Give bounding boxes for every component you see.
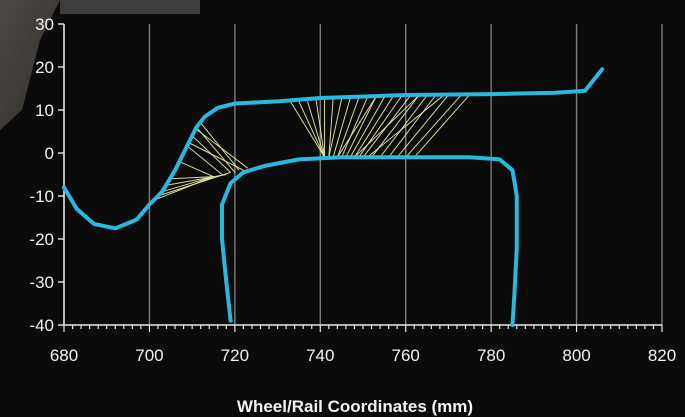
x-tick-label-720: 720	[221, 346, 249, 365]
contact-line-0	[153, 176, 214, 201]
grid-layer	[148, 24, 663, 325]
contact-line-2	[170, 176, 214, 180]
photo-glare-top	[60, 0, 200, 14]
x-tick-label-800: 800	[562, 346, 590, 365]
series-layer	[62, 67, 605, 327]
contact-line-31	[405, 94, 462, 158]
contact-line-32	[413, 94, 471, 158]
contact-line-11	[196, 128, 248, 169]
contact-line-29	[388, 95, 437, 158]
y-tick-label-30: 30	[35, 15, 54, 34]
x-axis-title: Wheel/Rail Coordinates (mm)	[237, 397, 473, 416]
x-tick-label-700: 700	[135, 346, 163, 365]
contact-line-14	[306, 101, 326, 158]
contact-line-34	[354, 95, 419, 158]
x-tick-label-760: 760	[392, 346, 420, 365]
contact-line-4	[187, 146, 223, 175]
contact-line-9	[166, 174, 227, 186]
contact-lines-layer	[153, 94, 471, 201]
y-tick-label-0: 0	[45, 144, 54, 163]
wheel-profile-line	[62, 67, 605, 231]
contact-line-17	[328, 99, 334, 158]
y-tick-label--10: -10	[29, 187, 54, 206]
contact-line-23	[349, 96, 385, 158]
x-tick-label-680: 680	[50, 346, 78, 365]
contact-line-15	[315, 99, 326, 158]
contact-line-28	[379, 95, 428, 158]
contact-line-25	[358, 95, 402, 158]
contact-line-24	[354, 96, 394, 158]
axis-layer	[58, 23, 663, 332]
contact-line-20	[336, 97, 360, 158]
x-tick-label-820: 820	[648, 346, 676, 365]
photo-glare-left	[0, 0, 60, 130]
y-tick-label-20: 20	[35, 58, 54, 77]
contact-line-30	[396, 94, 449, 158]
contact-line-13	[298, 101, 326, 158]
contact-line-35	[366, 94, 445, 158]
x-tick-label-740: 740	[306, 346, 334, 365]
contact-line-10	[187, 141, 244, 171]
y-tick-label--30: -30	[29, 273, 54, 292]
rail-profile-line	[220, 155, 519, 327]
contact-line-21	[341, 97, 368, 158]
x-tick-label-780: 780	[477, 346, 505, 365]
contact-line-19	[332, 98, 351, 158]
y-tick-label--40: -40	[29, 316, 54, 335]
tick-label-layer: 30 20 10 0 -10 -20 -30 -40 680 700 720 740 760 780 800…	[29, 15, 676, 365]
contact-line-3	[179, 161, 214, 178]
contact-line-1	[162, 176, 214, 193]
contact-line-18	[328, 98, 343, 158]
contact-line-12	[289, 101, 325, 158]
contact-line-33	[336, 96, 377, 158]
contact-line-22	[345, 96, 377, 158]
y-tick-label--20: -20	[29, 230, 54, 249]
y-tick-label-10: 10	[35, 101, 54, 120]
